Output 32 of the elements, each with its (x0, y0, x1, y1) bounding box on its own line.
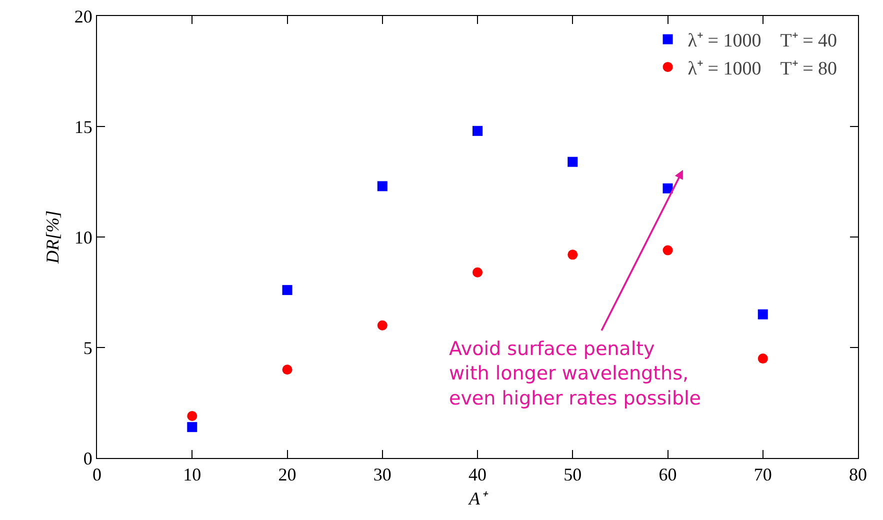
point (758, 354, 768, 364)
y-tick-label: 15 (74, 116, 92, 137)
legend-label: λ⁺ = 1000 T⁺ = 80 (688, 58, 838, 80)
y-tick-label: 0 (83, 448, 92, 468)
point (282, 285, 292, 296)
x-tick-label: 50 (564, 464, 582, 485)
legend-label: λ⁺ = 1000 T⁺ = 40 (688, 30, 838, 52)
point (472, 126, 482, 136)
x-tick-label: 30 (373, 464, 392, 485)
x-axis-title: A⁺ (468, 488, 489, 509)
point (377, 181, 388, 192)
x-tick-label: 60 (658, 464, 677, 485)
x-tick-label: 20 (278, 464, 296, 485)
y-tick-label: 20 (74, 6, 92, 26)
annotation: Avoid surface penalty with longer wavelengths, even higher rates possible (449, 338, 701, 410)
x-tick-label: 80 (849, 464, 867, 485)
point (187, 422, 198, 432)
point (568, 250, 578, 260)
point (472, 267, 482, 278)
x-tick-label: 10 (183, 464, 202, 485)
point (187, 411, 198, 422)
point (282, 364, 292, 375)
y-tick-label: 10 (74, 227, 92, 248)
y-tick-label: 5 (83, 338, 92, 358)
x-tick-label: 40 (468, 464, 486, 485)
point (377, 320, 388, 330)
x-tick-label: 70 (754, 464, 772, 485)
point (758, 309, 768, 320)
point (662, 183, 673, 194)
y-axis-title: DR[%] (42, 210, 63, 264)
point (662, 245, 673, 256)
point (568, 156, 578, 167)
